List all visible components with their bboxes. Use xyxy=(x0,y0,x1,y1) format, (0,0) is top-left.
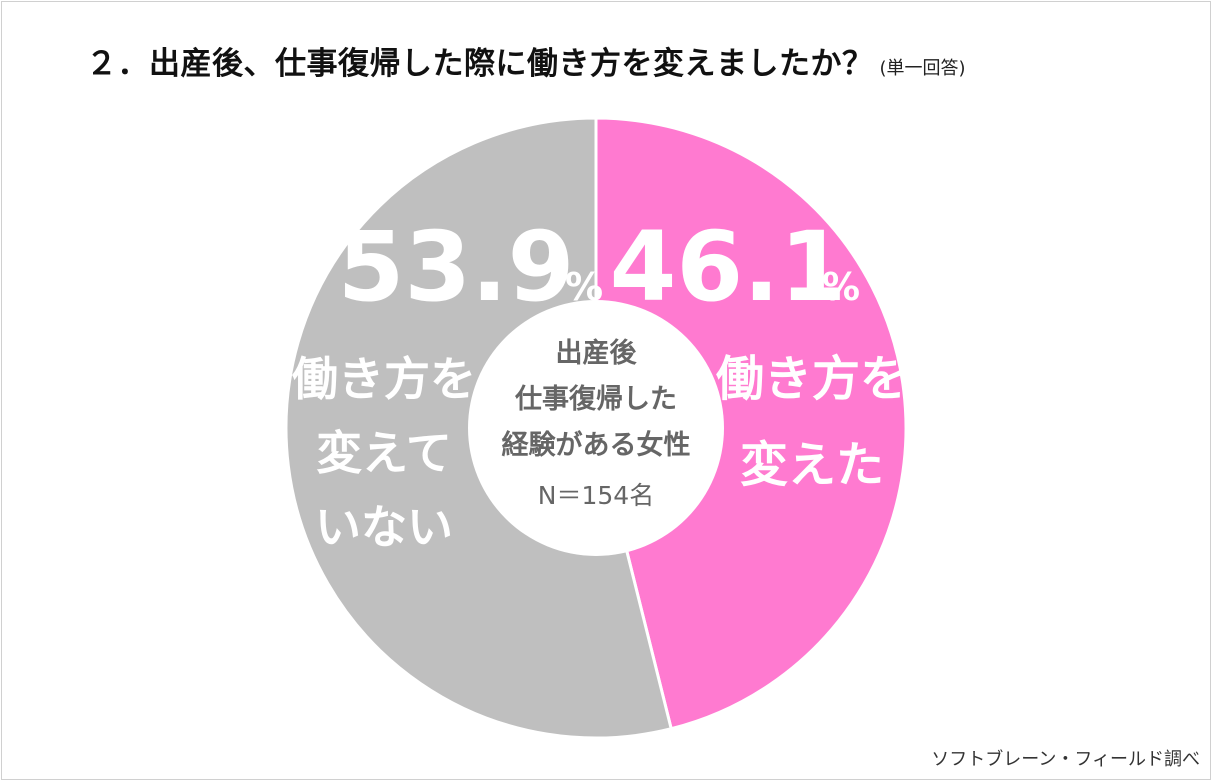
center-label-line-3: 経験がある女性 xyxy=(502,429,691,461)
chart-title-main: ２．出産後、仕事復帰した際に働き方を変えましたか？ xyxy=(86,46,874,82)
slice-category-label-2-line-3: いない xyxy=(315,500,453,554)
slice-category-label-2-line-1: 働き方を xyxy=(292,352,476,406)
donut-slice-1 xyxy=(594,116,908,731)
slice-value-label-1: 46.1 xyxy=(610,211,847,323)
slice-category-label-1-line-1: 働き方を xyxy=(716,351,908,407)
chart-title: ２．出産後、仕事復帰した際に働き方を変えましたか？ (単一回答) xyxy=(86,38,966,88)
source-credit: ソフトブレーン・フィールド調べ xyxy=(931,749,1200,770)
slice-unit-label-1: % xyxy=(822,265,860,309)
center-label-line-2: 仕事復帰した xyxy=(514,383,677,415)
center-sample-size: N＝154名 xyxy=(538,481,654,510)
donut-center-hole xyxy=(468,300,724,556)
slice-category-label-1-line-2: 変えた xyxy=(740,437,884,493)
slice-category-label-2-line-2: 変えて xyxy=(316,426,452,480)
slice-unit-label-2: % xyxy=(565,265,603,309)
slice-value-label-2: 53.9 xyxy=(338,211,575,323)
center-label-line-1: 出産後 xyxy=(556,337,638,369)
chart-title-note: (単一回答) xyxy=(879,58,966,79)
